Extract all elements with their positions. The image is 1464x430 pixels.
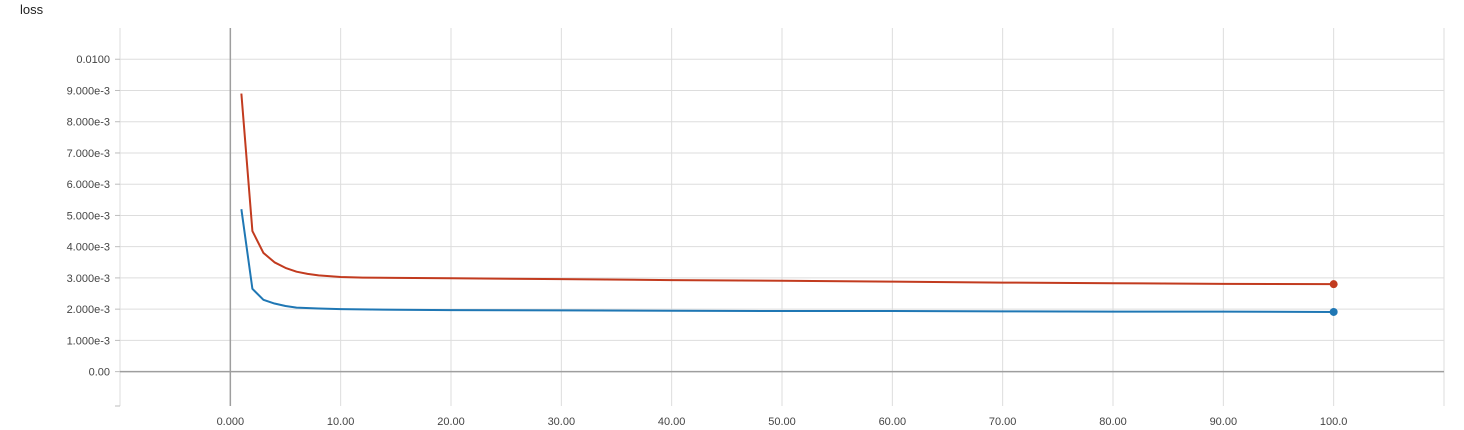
x-tick-label: 20.00 <box>437 416 465 428</box>
chart-title: loss <box>20 2 44 17</box>
x-tick-label: 100.0 <box>1320 416 1348 428</box>
x-tick-label: 30.00 <box>548 416 576 428</box>
x-tick-label: 80.00 <box>1099 416 1127 428</box>
y-tick-label: 6.000e-3 <box>67 179 110 191</box>
y-tick-label: 2.000e-3 <box>67 304 110 316</box>
series-endpoint-1[interactable] <box>1329 280 1338 289</box>
axes <box>120 28 1444 406</box>
y-tick-label: 5.000e-3 <box>67 210 110 222</box>
y-tick-label: 8.000e-3 <box>67 117 110 129</box>
x-tick-label: 70.00 <box>989 416 1017 428</box>
series-endpoint-2[interactable] <box>1329 307 1338 316</box>
y-tick-label: 4.000e-3 <box>67 242 110 254</box>
x-tick-label: 10.00 <box>327 416 355 428</box>
x-tick-label: 90.00 <box>1210 416 1238 428</box>
x-tick-label: 40.00 <box>658 416 686 428</box>
series-line-1 <box>240 93 1334 286</box>
y-tick-label: 7.000e-3 <box>67 148 110 160</box>
x-tick-label: 0.000 <box>217 416 245 428</box>
series-line-2 <box>240 209 1334 313</box>
y-tick-label: 1.000e-3 <box>67 335 110 347</box>
series-group <box>240 93 1338 316</box>
x-tick-label: 60.00 <box>879 416 907 428</box>
tick-labels: 0.00 1.000e-3 2.000e-3 3.000e-3 4.000e-3 5.00… <box>67 54 1348 428</box>
y-tick-label: 0.0100 <box>76 54 110 66</box>
y-tick-label: 3.000e-3 <box>67 273 110 285</box>
y-tick-label: 9.000e-3 <box>67 85 110 97</box>
x-tick-label: 50.00 <box>768 416 796 428</box>
grid <box>115 28 1445 407</box>
y-tick-label: 0.00 <box>89 367 110 379</box>
